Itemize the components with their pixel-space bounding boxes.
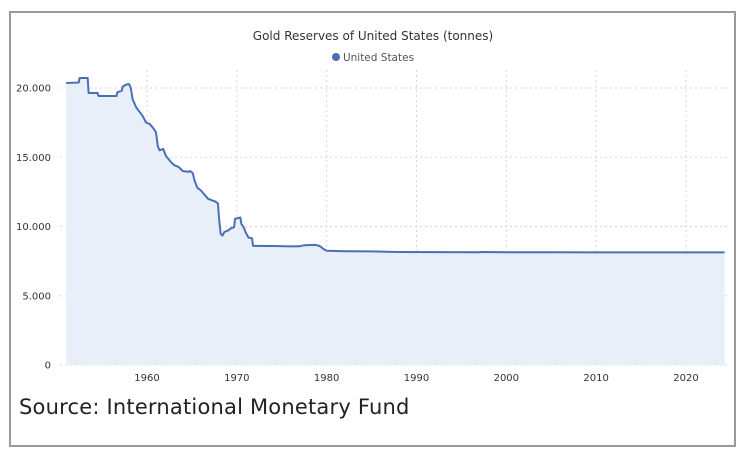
data-point[interactable] (216, 202, 220, 206)
data-point[interactable] (151, 126, 155, 130)
area-layer (64, 76, 727, 365)
data-point[interactable] (129, 86, 133, 90)
source-caption: Source: International Monetary Fund (19, 395, 410, 419)
data-point[interactable] (684, 250, 688, 254)
data-point[interactable] (87, 91, 91, 95)
data-point[interactable] (210, 198, 214, 202)
y-tick-label: 10.000 (16, 222, 51, 233)
data-point[interactable] (217, 215, 221, 219)
x-tick-label: 1990 (404, 373, 429, 384)
data-point[interactable] (242, 226, 246, 230)
data-point[interactable] (131, 97, 135, 101)
series-area-fill (66, 78, 725, 365)
data-point[interactable] (321, 247, 325, 251)
data-point[interactable] (222, 230, 226, 234)
data-point[interactable] (164, 154, 168, 158)
data-point[interactable] (244, 231, 248, 235)
data-point[interactable] (370, 249, 374, 253)
x-axis-ticks: 1960 1970 1980 1990 2000 2010 2020 (134, 373, 698, 384)
data-point[interactable] (433, 250, 437, 254)
data-point[interactable] (221, 234, 225, 238)
legend-label: United States (342, 52, 415, 64)
data-point[interactable] (233, 217, 237, 221)
data-point[interactable] (115, 90, 119, 94)
data-point[interactable] (480, 250, 484, 254)
data-point[interactable] (193, 179, 197, 183)
data-point[interactable] (232, 225, 236, 229)
data-point[interactable] (156, 144, 160, 148)
data-point[interactable] (549, 250, 553, 254)
data-point[interactable] (181, 169, 185, 173)
data-point[interactable] (97, 94, 101, 98)
data-point[interactable] (238, 216, 242, 220)
data-point[interactable] (504, 250, 508, 254)
data-point[interactable] (78, 76, 82, 80)
x-tick-label: 2010 (583, 373, 608, 384)
data-point[interactable] (134, 105, 138, 109)
data-point[interactable] (318, 244, 322, 248)
data-point[interactable] (343, 249, 347, 253)
data-point[interactable] (298, 244, 302, 248)
data-point[interactable] (594, 250, 598, 254)
data-point[interactable] (639, 250, 643, 254)
data-point[interactable] (325, 249, 329, 253)
data-point[interactable] (172, 163, 176, 167)
y-tick-label: 20.000 (16, 84, 51, 95)
x-tick-label: 1970 (224, 373, 249, 384)
data-point[interactable] (141, 114, 145, 118)
data-point[interactable] (397, 250, 401, 254)
data-point[interactable] (158, 148, 162, 152)
data-point[interactable] (127, 82, 131, 86)
data-point[interactable] (195, 186, 199, 190)
data-point[interactable] (289, 244, 293, 248)
x-tick-label: 1960 (134, 373, 159, 384)
data-point[interactable] (239, 222, 243, 226)
data-point[interactable] (271, 244, 275, 248)
data-point[interactable] (247, 236, 251, 240)
data-point[interactable] (64, 81, 68, 85)
data-point[interactable] (115, 94, 119, 98)
x-tick-label: 2000 (494, 373, 519, 384)
x-tick-label: 2020 (673, 373, 698, 384)
x-tick-label: 1980 (314, 373, 339, 384)
data-point[interactable] (229, 227, 233, 231)
y-tick-label: 0 (45, 361, 51, 372)
chart-legend[interactable]: United States (0, 52, 746, 64)
y-tick-label: 5.000 (22, 291, 51, 302)
data-point[interactable] (203, 193, 207, 197)
data-point[interactable] (86, 76, 90, 80)
data-point[interactable] (121, 85, 125, 89)
data-point[interactable] (148, 122, 152, 126)
data-point[interactable] (176, 165, 180, 169)
data-point[interactable] (168, 159, 172, 163)
data-point[interactable] (77, 81, 81, 85)
data-point[interactable] (138, 110, 142, 114)
data-point[interactable] (120, 89, 124, 93)
legend-marker-icon (331, 53, 340, 61)
data-point[interactable] (154, 130, 158, 134)
y-tick-label: 15.000 (16, 153, 51, 164)
data-point[interactable] (313, 243, 317, 247)
data-point[interactable] (206, 197, 210, 201)
y-axis-ticks: 0 5.000 10.000 15.000 20.000 (16, 84, 51, 372)
series-line[interactable] (66, 77, 725, 254)
data-point[interactable] (251, 244, 255, 248)
data-point[interactable] (302, 243, 306, 247)
data-point[interactable] (723, 250, 727, 254)
data-point[interactable] (191, 171, 195, 175)
chart-title: Gold Reserves of United States (tonnes) (252, 29, 494, 43)
data-point[interactable] (250, 236, 254, 240)
data-point[interactable] (199, 189, 203, 193)
data-point[interactable] (144, 121, 148, 125)
data-point[interactable] (161, 147, 165, 151)
